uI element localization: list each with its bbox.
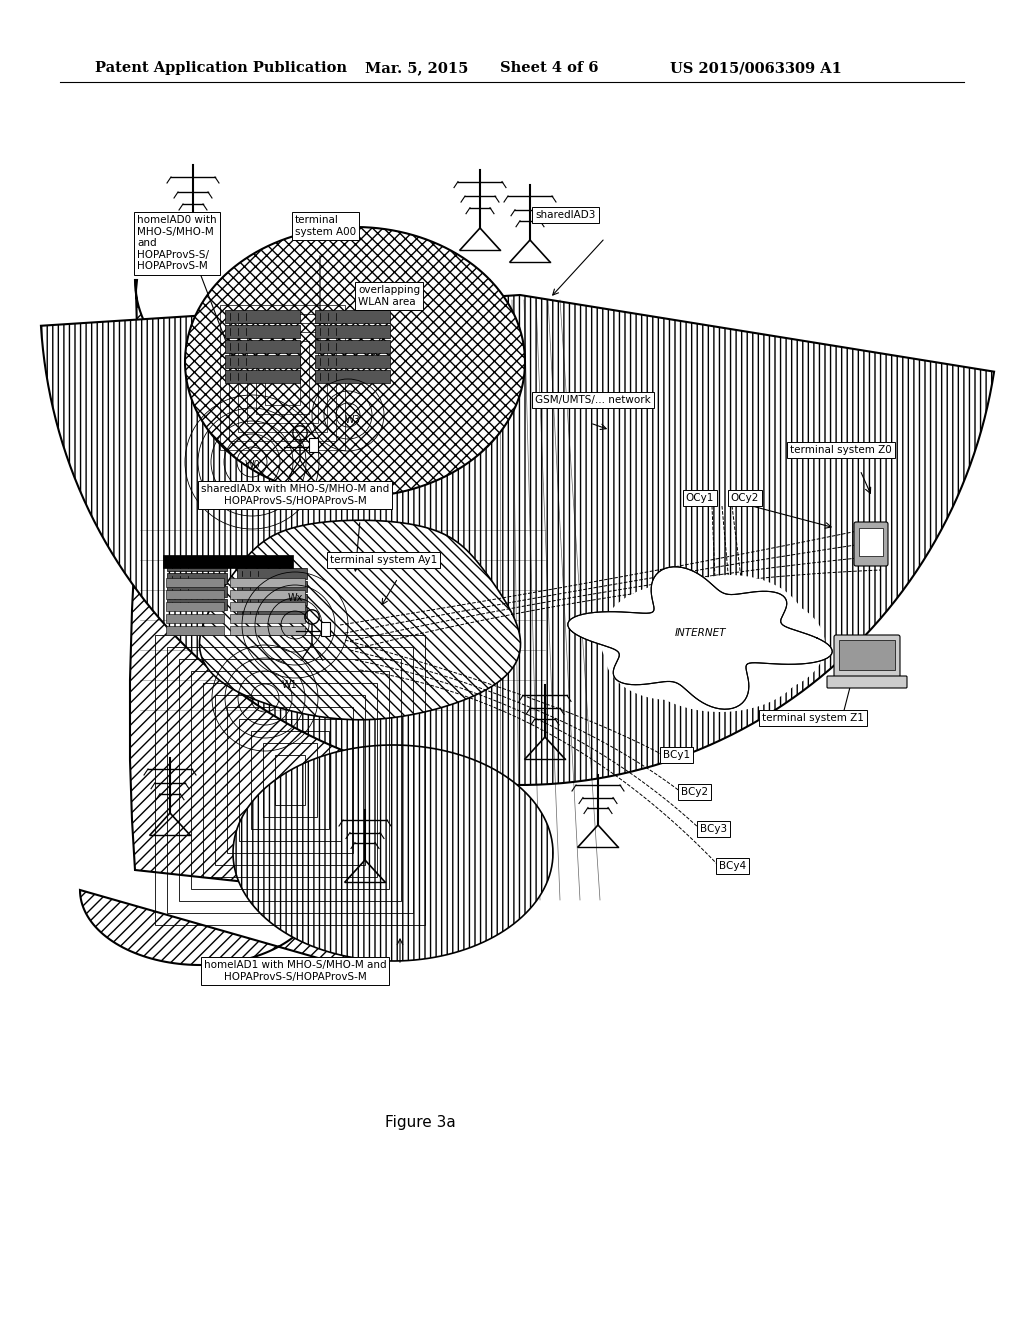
Bar: [237, 594, 307, 605]
Text: BCy2: BCy2: [681, 787, 709, 797]
Polygon shape: [200, 520, 520, 719]
Bar: [275, 755, 305, 805]
Bar: [167, 647, 413, 913]
Polygon shape: [80, 280, 505, 965]
Text: Patent Application Publication: Patent Application Publication: [95, 61, 347, 75]
Bar: [166, 614, 224, 623]
Text: W0: W0: [245, 459, 261, 470]
Text: GSM/UMTS/... network: GSM/UMTS/... network: [535, 395, 650, 405]
Text: terminal
system A00: terminal system A00: [295, 215, 356, 236]
Bar: [167, 573, 227, 583]
Bar: [321, 622, 330, 636]
Text: BCy4: BCy4: [719, 861, 746, 871]
Text: Wx: Wx: [288, 593, 303, 603]
Bar: [315, 355, 390, 368]
Bar: [237, 568, 307, 579]
Polygon shape: [41, 294, 994, 785]
Text: homeIAD1 with MHO-S/MHO-M and
HOPAProvS-S/HOPAProvS-M: homeIAD1 with MHO-S/MHO-M and HOPAProvS-…: [204, 960, 386, 982]
Bar: [167, 560, 227, 572]
Bar: [839, 640, 895, 671]
Bar: [237, 581, 307, 591]
Bar: [163, 554, 293, 568]
Ellipse shape: [600, 583, 760, 693]
Bar: [166, 602, 224, 611]
Text: terminal system Z0: terminal system Z0: [790, 445, 892, 455]
Bar: [225, 370, 300, 383]
Bar: [229, 314, 336, 441]
Bar: [155, 635, 425, 925]
Bar: [179, 659, 401, 902]
Text: W1: W1: [283, 680, 298, 690]
Text: sharedIAD3: sharedIAD3: [535, 210, 595, 220]
Polygon shape: [568, 566, 833, 709]
Bar: [167, 586, 227, 597]
Bar: [230, 626, 305, 635]
Bar: [251, 731, 329, 829]
Bar: [191, 671, 389, 888]
Bar: [315, 370, 390, 383]
Bar: [256, 341, 309, 414]
Polygon shape: [185, 227, 525, 498]
Bar: [225, 355, 300, 368]
Bar: [225, 325, 300, 338]
Text: terminal system Z1: terminal system Z1: [762, 713, 864, 723]
Bar: [859, 528, 883, 556]
Bar: [166, 590, 224, 599]
Bar: [166, 578, 224, 587]
Text: US 2015/0063309 A1: US 2015/0063309 A1: [670, 61, 842, 75]
Text: W3: W3: [345, 414, 360, 425]
Text: Figure 3a: Figure 3a: [385, 1115, 456, 1130]
Bar: [263, 743, 317, 817]
Bar: [230, 602, 305, 611]
Text: Sheet 4 of 6: Sheet 4 of 6: [500, 61, 598, 75]
FancyBboxPatch shape: [827, 676, 907, 688]
Bar: [225, 310, 300, 323]
Bar: [309, 437, 318, 451]
FancyBboxPatch shape: [854, 521, 888, 566]
Text: BCy3: BCy3: [700, 824, 727, 834]
Text: INTERNET: INTERNET: [674, 628, 726, 638]
Text: terminal system Ay1: terminal system Ay1: [330, 554, 437, 565]
Bar: [230, 614, 305, 623]
Text: homeIAD0 with
MHO-S/MHO-M
and
HOPAProvS-S/
HOPAProvS-M: homeIAD0 with MHO-S/MHO-M and HOPAProvS-…: [137, 215, 217, 272]
Text: sharedIADx with MHO-S/MHO-M and
HOPAProvS-S/HOPAProvS-M: sharedIADx with MHO-S/MHO-M and HOPAProv…: [201, 484, 389, 506]
Text: OCy2: OCy2: [731, 492, 759, 503]
Bar: [225, 341, 300, 352]
Bar: [237, 607, 307, 618]
Bar: [315, 325, 390, 338]
Bar: [230, 578, 305, 587]
Polygon shape: [233, 744, 553, 961]
Text: BCy1: BCy1: [663, 750, 690, 760]
Ellipse shape: [695, 597, 825, 693]
Bar: [215, 696, 365, 865]
Text: Mar. 5, 2015: Mar. 5, 2015: [365, 61, 468, 75]
Bar: [315, 310, 390, 323]
Text: OCy1: OCy1: [686, 492, 714, 503]
Bar: [220, 305, 345, 450]
Bar: [239, 719, 341, 841]
Bar: [238, 323, 327, 432]
Bar: [315, 341, 390, 352]
Ellipse shape: [605, 610, 735, 700]
Bar: [230, 590, 305, 599]
Bar: [265, 350, 300, 405]
Ellipse shape: [635, 609, 805, 711]
Ellipse shape: [655, 576, 805, 675]
Bar: [247, 333, 318, 422]
Text: overlapping
WLAN area: overlapping WLAN area: [358, 285, 420, 306]
Bar: [227, 708, 353, 853]
FancyBboxPatch shape: [834, 635, 900, 678]
Bar: [203, 682, 377, 876]
Bar: [167, 599, 227, 610]
Bar: [166, 626, 224, 635]
